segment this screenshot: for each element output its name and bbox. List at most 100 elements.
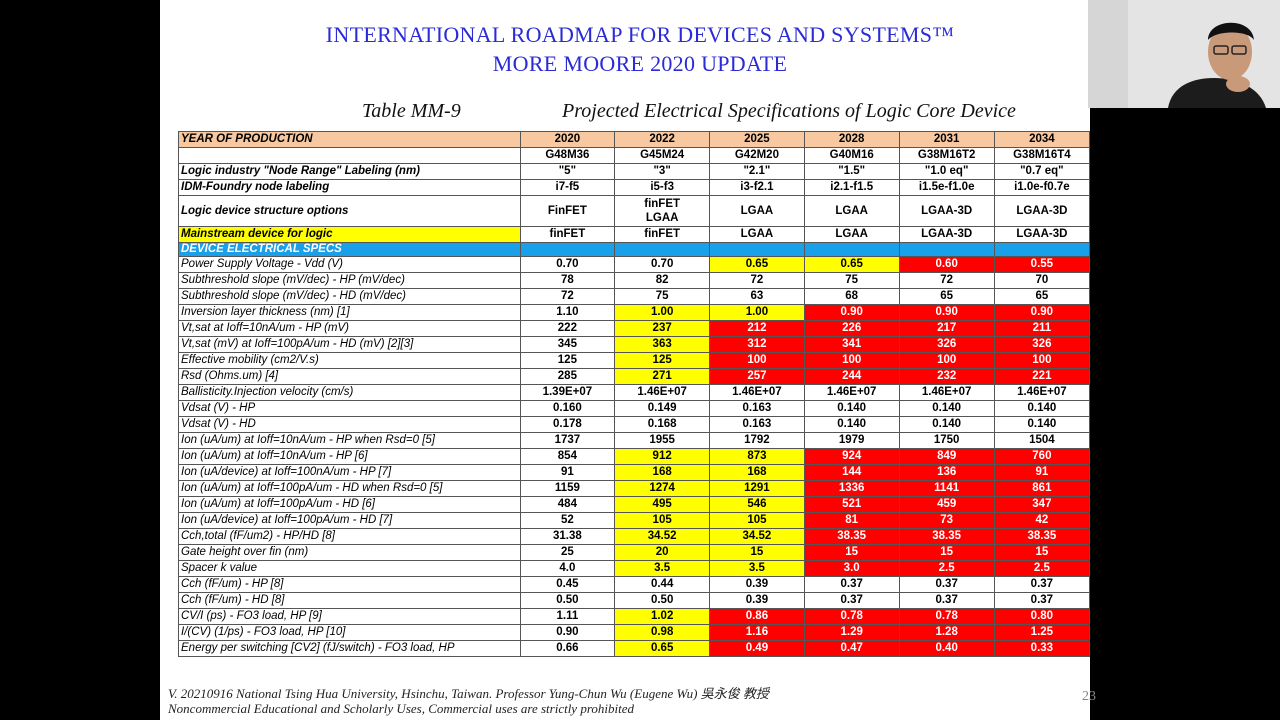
cell-value: 222 [519, 320, 616, 337]
cell-value: 1979 [803, 432, 900, 449]
cell-value: 2.5 [898, 560, 995, 577]
cell-value: 100 [993, 352, 1091, 369]
table-row: G48M36 G45M24 G42M20 G40M16 G38M16T2 G38M16T4 [178, 147, 1091, 164]
table-row: Subthreshold slope (mV/dec) - HD (mV/dec… [178, 288, 1091, 305]
cell-value: LGAA-3D [993, 195, 1091, 227]
cell-value: 0.86 [709, 608, 805, 625]
cell-value: 0.47 [803, 640, 900, 657]
row-label: Mainstream device for logic [178, 226, 521, 243]
cell-value: 1.46E+07 [993, 384, 1091, 401]
cell-value: 0.149 [614, 400, 711, 417]
row-label: Ion (uA/um) at Ioff=100pA/um - HD when R… [178, 480, 521, 497]
cell-value: 0.44 [614, 576, 711, 593]
cell-value: 345 [519, 336, 616, 353]
cell-value: LGAA-3D [898, 226, 995, 243]
cell-value: 484 [519, 496, 616, 513]
row-label [178, 147, 521, 164]
cell-value: 52 [519, 512, 616, 529]
cell-value: 0.55 [993, 256, 1091, 273]
row-label: Power Supply Voltage - Vdd (V) [178, 256, 521, 273]
cell-value: i1.5e-f1.0e [898, 179, 995, 196]
cell-value: 144 [803, 464, 900, 481]
cell-value: finFET [614, 226, 711, 243]
cell-value: 125 [614, 352, 711, 369]
cell-value: 0.163 [709, 416, 805, 433]
cell-value: LGAA-3D [898, 195, 995, 227]
cell-value: 341 [803, 336, 900, 353]
logic-core-spec-table: YEAR OF PRODUCTION 2020 2022 2025 2028 2031 20… [178, 131, 1091, 657]
cell-value: i3-f2.1 [709, 179, 805, 196]
table-row: Vdsat (V) - HP 0.160 0.149 0.163 0.140 0.140 0… [178, 400, 1091, 417]
cell-value: 1.28 [898, 624, 995, 641]
cell-value: 0.178 [519, 416, 616, 433]
row-label: Ion (uA/device) at Ioff=100nA/um - HP [7… [178, 464, 521, 481]
row-label: Logic industry "Node Range" Labeling (nm… [178, 163, 521, 180]
table-row: Vdsat (V) - HD 0.178 0.168 0.163 0.140 0.140 0… [178, 416, 1091, 433]
cell-value: i2.1-f1.5 [803, 179, 900, 196]
cell-value: 2.5 [993, 560, 1091, 577]
cell-value: 849 [898, 448, 995, 465]
cell-value: 15 [993, 544, 1091, 561]
cell-value: 347 [993, 496, 1091, 513]
cell-value: 168 [614, 464, 711, 481]
cell-value: 285 [519, 368, 616, 385]
cell-value: 1.00 [709, 304, 805, 321]
table-row: Spacer k value 4.0 3.5 3.5 3.0 2.5 2.5 [178, 560, 1091, 577]
cell-value: 0.163 [709, 400, 805, 417]
cell-value [803, 242, 900, 257]
cell-value: i1.0e-f0.7e [993, 179, 1091, 196]
cell-value: LGAA [803, 195, 900, 227]
cell-value: 1.46E+07 [898, 384, 995, 401]
row-label: Vt,sat (mV) at Ioff=100pA/um - HD (mV) [… [178, 336, 521, 353]
cell-value: 1291 [709, 480, 805, 497]
cell-value: 0.70 [519, 256, 616, 273]
row-label: Ion (uA/um) at Ioff=100pA/um - HD [6] [178, 496, 521, 513]
cell-value: 0.140 [803, 416, 900, 433]
cell-value: 4.0 [519, 560, 616, 577]
cell-value: 1792 [709, 432, 805, 449]
cell-value: 1.39E+07 [519, 384, 616, 401]
cell-value: 75 [614, 288, 711, 305]
cell-value: 326 [993, 336, 1091, 353]
cell-value: 2028 [803, 131, 900, 148]
cell-value: 1.00 [614, 304, 711, 321]
cell-value: 91 [993, 464, 1091, 481]
row-label: Ion (uA/um) at Ioff=10nA/um - HP [6] [178, 448, 521, 465]
cell-value: 105 [614, 512, 711, 529]
table-row: Vt,sat (mV) at Ioff=100pA/um - HD (mV) [… [178, 336, 1091, 353]
cell-value: 326 [898, 336, 995, 353]
cell-value: 1.02 [614, 608, 711, 625]
cell-value: 0.168 [614, 416, 711, 433]
table-row: CV/I (ps) - FO3 load, HP [9] 1.11 1.02 0.86… [178, 608, 1091, 625]
cell-value: FinFET [519, 195, 616, 227]
cell-value: LGAA-3D [993, 226, 1091, 243]
cell-value: 0.37 [898, 576, 995, 593]
cell-value: 2034 [993, 131, 1091, 148]
cell-value: 136 [898, 464, 995, 481]
cell-value: 0.45 [519, 576, 616, 593]
table-body: YEAR OF PRODUCTION 2020 2022 2025 2028 2031 20… [178, 131, 1091, 657]
cell-value: 1.46E+07 [614, 384, 711, 401]
cell-value: 1955 [614, 432, 711, 449]
cell-value: 212 [709, 320, 805, 337]
table-row: Rsd (Ohms.um) [4] 285 271 257 244 232 221 [178, 368, 1091, 385]
table-row: Cch,total (fF/um2) - HP/HD [8] 31.38 34.52… [178, 528, 1091, 545]
row-label: Ion (uA/device) at Ioff=100pA/um - HD [7… [178, 512, 521, 529]
cell-value: i5-f3 [614, 179, 711, 196]
cell-value: "5" [519, 163, 616, 180]
cell-value: 72 [519, 288, 616, 305]
cell-value: 75 [803, 272, 900, 289]
cell-value: 0.60 [898, 256, 995, 273]
cell-value: 100 [898, 352, 995, 369]
cell-value: 0.65 [709, 256, 805, 273]
table-id-caption: Table MM-9 [362, 100, 461, 122]
table-row: Cch (fF/um) - HD [8] 0.50 0.50 0.39 0.37 0.37… [178, 592, 1091, 609]
cell-value: 0.140 [993, 416, 1091, 433]
row-label: Cch (fF/um) - HP [8] [178, 576, 521, 593]
cell-value: 1141 [898, 480, 995, 497]
cell-value: 0.40 [898, 640, 995, 657]
cell-value: "3" [614, 163, 711, 180]
row-label: Energy per switching [CV2] (fJ/switch) -… [178, 640, 521, 657]
table-row: Ballisticity.Injection velocity (cm/s) 1.… [178, 384, 1091, 401]
cell-value: 2022 [614, 131, 711, 148]
